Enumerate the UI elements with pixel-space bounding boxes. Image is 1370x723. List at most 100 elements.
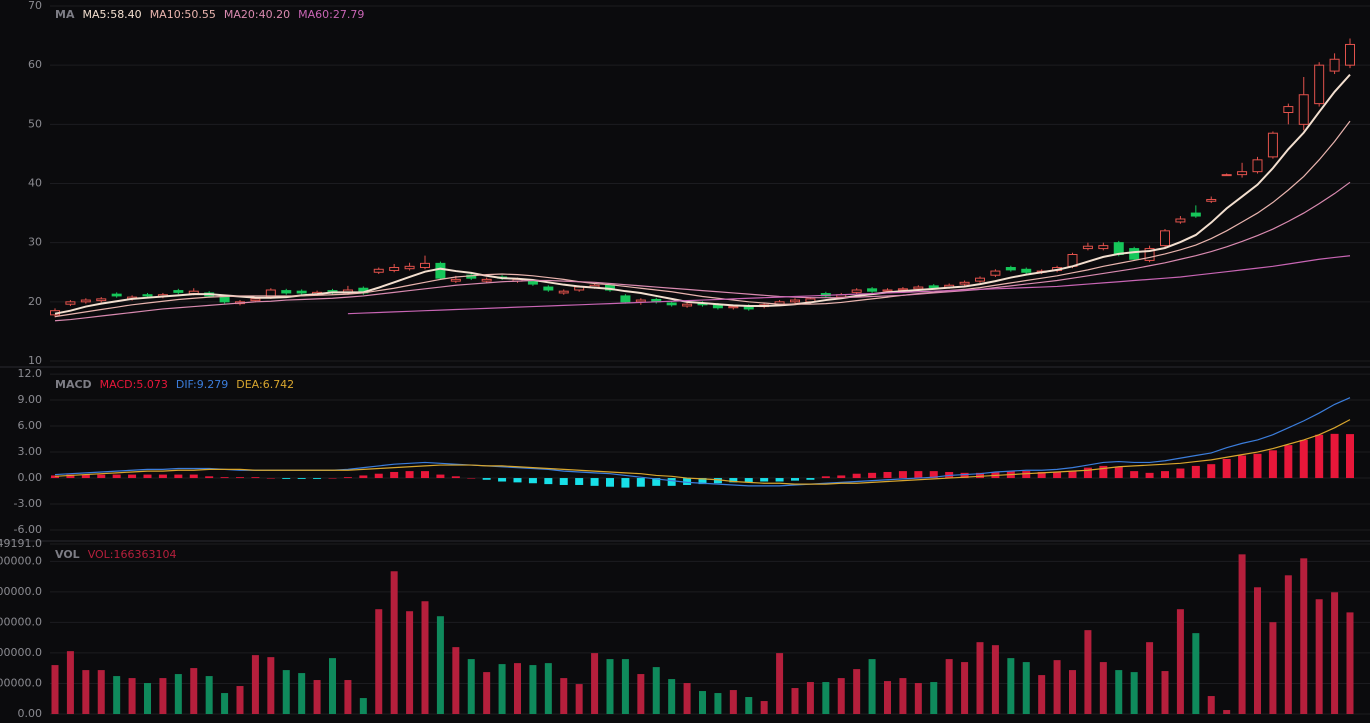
candle-body [1190,212,1201,217]
macd-bar [621,478,630,488]
candle-body [928,285,939,289]
macd-bar [451,476,460,479]
line [54,419,1351,485]
volume-bar [1007,658,1015,714]
legend-entry: DEA:6.742 [236,378,294,391]
legend: VOL VOL:166363104 [55,548,177,561]
macd-bar [128,474,137,479]
volume-bar [729,690,737,714]
macd-bar [976,472,984,479]
macd-bar [1253,453,1262,479]
macd-bar [744,478,753,483]
macd-bar [374,473,383,479]
volume-bar [822,682,830,714]
y-tick-label: 9.00 [18,393,43,406]
macd-bar [852,473,861,479]
macd-bar [713,478,722,484]
macd-bar [898,471,907,479]
macd-bar [1145,472,1154,479]
volume-bar [436,616,444,714]
macd-bar [636,478,645,487]
volume-bar [1146,642,1154,714]
candle-body [481,278,492,282]
macd-bar [421,471,429,479]
y-tick-label: 3.00 [18,445,43,458]
macd-bar [482,478,491,480]
volume-bar [714,693,722,714]
volume-bar [359,698,367,714]
legend-entry: MA5:58.40 [82,8,141,21]
candle-body [173,290,184,293]
volume-bar [1099,662,1107,714]
macd-bar [791,478,799,481]
macd-bar [1083,467,1092,479]
macd-bar [575,478,584,485]
volume-bar [190,668,198,714]
macd-bar [929,471,938,479]
volume-bar [1315,599,1323,714]
volume-bar [683,683,691,714]
candle-body [435,262,446,279]
macd-bar [1315,434,1324,479]
legend-title: MA [55,8,75,21]
legend-entry: VOL:166363104 [88,548,177,561]
volume-bar [1269,622,1277,714]
macd-bar [606,478,614,487]
volume-bar [406,611,414,714]
candle-body [867,288,878,292]
candle-body [682,303,693,307]
candle-body [882,289,893,292]
candle-body [1175,218,1186,223]
macd-bar [821,476,830,479]
legend: MACD MACD:5.073 DIF:9.279 DEA:6.742 [55,378,294,391]
volume-bar [128,678,136,714]
volume-bar [837,678,845,714]
y-tick-label: 10 [28,354,42,367]
volume-bar [529,665,537,714]
candle-body [1252,159,1263,173]
volume-bar [1346,612,1354,714]
candle-body [281,290,292,294]
macd-bar [66,474,75,479]
volume-bar [498,664,506,714]
volume-bar [1192,633,1200,714]
macd-bar [760,478,769,482]
volume-bar [899,678,907,714]
macd-bar [328,478,337,479]
volume-bar [1284,575,1292,714]
candle-body [1298,94,1309,125]
volume-bar [991,645,999,714]
volume-bar [1069,670,1076,714]
volume-bar [1331,592,1339,714]
volume-bar [282,670,290,714]
macd-bar [1053,471,1062,479]
macd-bar [960,472,969,479]
candle-body [1144,248,1155,261]
candle-body [527,280,538,285]
macd-bar [868,472,877,479]
y-tick-label: -6.00 [14,523,42,536]
macd-bar [1099,465,1108,479]
volume-bar [236,686,244,714]
macd-bar [1222,458,1231,479]
candle-body [1021,268,1032,273]
macd-bar [528,478,537,484]
volume-bar [313,680,321,714]
macd-bar [158,474,167,479]
candle-body [219,296,230,303]
volume-bar [868,659,876,714]
macd-bar [1299,439,1308,479]
macd-bar [729,478,738,483]
macd-bar [914,471,923,479]
volume-bar [945,659,953,714]
volume-bar [329,658,336,714]
y-tick-label: 0.00 [18,471,43,484]
candle-body [1129,248,1140,260]
macd-bar [1330,433,1339,479]
volume-bar [575,684,583,714]
volume-bar [221,693,229,714]
y-tick-label: 12.0 [18,367,43,380]
macd-bar [266,478,275,479]
volume-bar [113,676,121,714]
candle-body [1267,132,1278,158]
